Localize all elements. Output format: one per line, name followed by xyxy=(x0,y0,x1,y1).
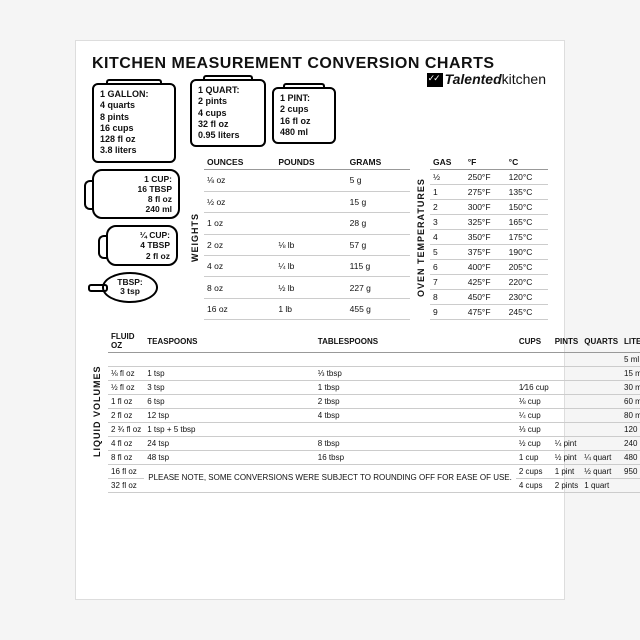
table-row: 8 fl oz48 tsp16 tbsp1 cup½ pint¼ quart48… xyxy=(108,451,640,465)
weights-label: WEIGHTS xyxy=(190,155,200,320)
table-row: 2 ¾ fl oz1 tsp + 5 tbsp⅓ cup120 ml xyxy=(108,423,640,437)
table-row: 8 oz½ lb227 g xyxy=(204,277,410,298)
table-row: 1 fl oz6 tsp2 tbsp⅛ cup60 ml xyxy=(108,395,640,409)
table-row: ½ oz15 g xyxy=(204,191,410,212)
table-row: 2300°F150°C xyxy=(430,200,548,215)
brand-check-icon xyxy=(427,73,443,87)
table-row: 8450°F230°C xyxy=(430,290,548,305)
table-row: 5 ml xyxy=(108,353,640,367)
conversion-chart-card: KITCHEN MEASUREMENT CONVERSION CHARTS Ta… xyxy=(75,40,565,600)
table-row: 1275°F135°C xyxy=(430,185,548,200)
jar-gallon: 1 GALLON: 4 quarts 8 pints 16 cups 128 f… xyxy=(92,83,176,163)
temps-section: OVEN TEMPERATURES GAS °F °C ½250°F120°C1… xyxy=(416,155,548,320)
temps-table: GAS °F °C ½250°F120°C1275°F135°C2300°F15… xyxy=(430,155,548,320)
jar-pint: 1 PINT: 2 cups 16 fl oz 480 ml xyxy=(272,87,336,144)
weights-table: OUNCES POUNDS GRAMS ⅛ oz5 g½ oz15 g1 oz2… xyxy=(204,155,410,320)
jar-quart: 1 QUART: 2 pints 4 cups 32 fl oz 0.95 li… xyxy=(190,79,266,147)
table-row: ⅛ oz5 g xyxy=(204,170,410,191)
table-row: 2 fl oz12 tsp4 tbsp¼ cup80 ml xyxy=(108,409,640,423)
liquid-section: LIQUID VOLUMES FLUID OZTEASPOONSTABLESPO… xyxy=(92,330,548,493)
table-row: ½250°F120°C xyxy=(430,170,548,185)
table-row: 16 oz1 lb455 g xyxy=(204,298,410,319)
table-row: 3325°F165°C xyxy=(430,215,548,230)
table-row: 7425°F220°C xyxy=(430,275,548,290)
table-row: 6400°F205°C xyxy=(430,260,548,275)
table-row: 16 fl ozPLEASE NOTE, SOME CONVERSIONS WE… xyxy=(108,465,640,479)
temps-label: OVEN TEMPERATURES xyxy=(416,155,426,320)
table-row: 4 fl oz24 tsp8 tbsp½ cup¼ pint240 ml xyxy=(108,437,640,451)
liquid-label: LIQUID VOLUMES xyxy=(92,330,102,493)
table-row: 1 oz28 g xyxy=(204,213,410,234)
cup-one: 1 CUP: 16 TBSP 8 fl oz 240 ml xyxy=(92,169,180,220)
table-row: 4350°F175°C xyxy=(430,230,548,245)
liquid-table: FLUID OZTEASPOONSTABLESPOONSCUPSPINTSQUA… xyxy=(108,330,640,493)
table-row: ⅛ fl oz1 tsp⅓ tbsp15 ml xyxy=(108,367,640,381)
table-row: 2 oz⅛ lb57 g xyxy=(204,234,410,255)
table-row: 4 oz¼ lb115 g xyxy=(204,255,410,276)
cup-quarter: ¼ CUP: 4 TBSP 2 fl oz xyxy=(106,225,178,266)
table-row: 9475°F245°C xyxy=(430,305,548,320)
table-row: ½ fl oz3 tsp1 tbsp1⁄16 cup30 ml xyxy=(108,381,640,395)
weights-section: WEIGHTS OUNCES POUNDS GRAMS ⅛ oz5 g½ oz1… xyxy=(190,155,410,320)
brand-logo: Talentedkitchen xyxy=(427,71,546,87)
tbsp-shape: TBSP: 3 tsp xyxy=(102,272,158,303)
table-row: 5375°F190°C xyxy=(430,245,548,260)
